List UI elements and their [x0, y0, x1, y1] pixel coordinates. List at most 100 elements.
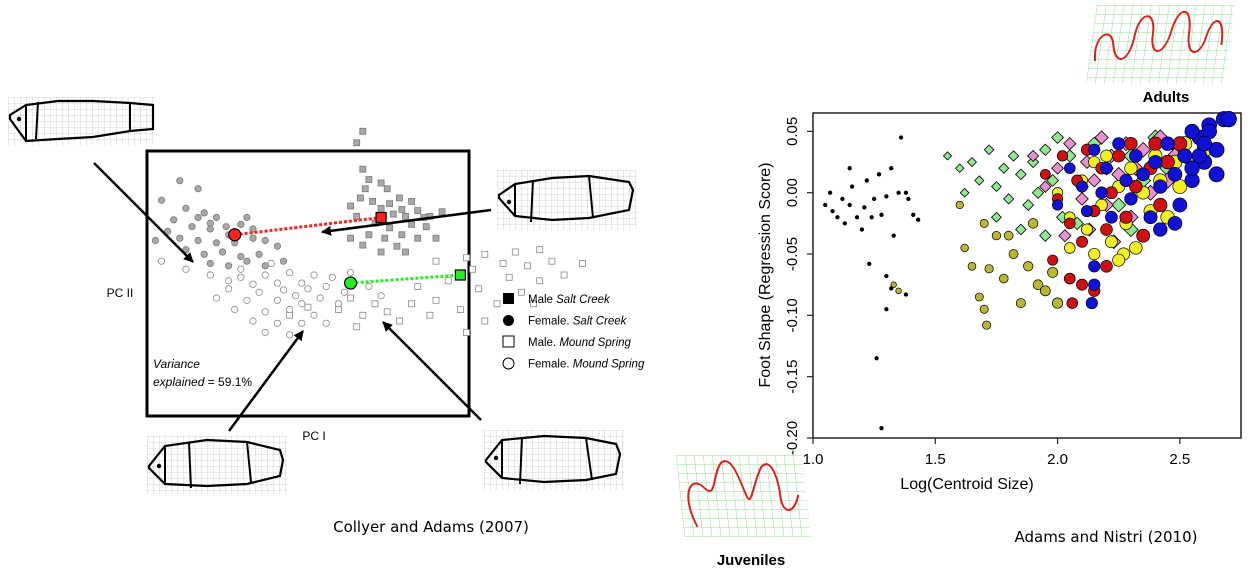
foot-point: [1088, 247, 1101, 261]
pca-point: [386, 200, 394, 208]
pca-point: [273, 296, 281, 304]
pca-point: [243, 213, 251, 222]
foot-point: [979, 304, 989, 314]
foot-point: [1184, 160, 1200, 176]
pca-point: [463, 329, 470, 336]
variance-label: Variance: [153, 357, 200, 371]
pca-point: [188, 223, 196, 231]
pca-point: [334, 306, 342, 313]
pca-point: [225, 277, 233, 285]
pca-point: [463, 254, 470, 262]
foot-point: [1153, 197, 1168, 213]
pca-point: [356, 194, 364, 202]
pca-point: [377, 179, 385, 187]
variance-text-word: explained: [153, 375, 205, 389]
foot-point: [906, 196, 911, 201]
foot-point: [1136, 167, 1150, 182]
legend-label-prefix: Female.: [528, 316, 573, 328]
foot-point: [1015, 168, 1027, 181]
pca-point: [206, 259, 214, 268]
pca-point: [511, 248, 519, 256]
pca-point: [237, 253, 245, 261]
pca-point: [225, 262, 233, 270]
foot-point: [967, 262, 977, 271]
legend-label: Male Salt Creek: [528, 294, 611, 306]
pca-point: [408, 300, 416, 308]
foot-point: [827, 190, 833, 195]
foot-point: [874, 356, 879, 361]
pca-point: [340, 288, 349, 296]
foot-point: [974, 292, 984, 302]
pca-point: [469, 265, 477, 273]
mound-spring-connector: [350, 273, 461, 285]
grid-warp-icon: [147, 436, 287, 494]
pca-point: [157, 196, 166, 204]
pca-point: [176, 177, 184, 185]
foot-point: [889, 166, 894, 171]
foot-point: [854, 215, 860, 220]
foot-point: [859, 227, 865, 232]
y-tick-label: -0.05: [784, 237, 801, 271]
pca-point: [353, 139, 361, 147]
foot-point: [1196, 135, 1213, 152]
pca-point: [157, 257, 166, 265]
foot-point: [942, 151, 953, 161]
pca-point: [261, 262, 269, 270]
foot-point: [955, 200, 964, 210]
legend-label: Female. Mound Spring: [528, 359, 645, 371]
pca-point: [261, 328, 269, 337]
pca-point: [381, 234, 389, 242]
foot-point: [959, 187, 970, 198]
foot-point: [1051, 161, 1065, 175]
foot-point: [830, 208, 835, 214]
pca-point: [328, 273, 336, 281]
juveniles-label: Juveniles: [717, 552, 785, 569]
pca-point: [182, 204, 190, 212]
foot-point: [1095, 186, 1108, 199]
pca-point: [249, 225, 257, 233]
pca-point: [237, 265, 245, 273]
pca-point: [393, 242, 401, 250]
foot-point: [1008, 249, 1019, 259]
pca-point: [560, 271, 568, 279]
pca-point: [359, 165, 367, 173]
foot-point: [1184, 123, 1200, 139]
foot-point: [1047, 266, 1059, 278]
foot-point: [1080, 205, 1093, 218]
foot-point: [823, 202, 828, 208]
pca-point: [285, 269, 294, 277]
adults-label: Adults: [1143, 89, 1190, 106]
foot-point: [1076, 235, 1088, 248]
pca-point: [481, 250, 489, 258]
foot-points: [823, 111, 1237, 431]
pca-point: [383, 185, 391, 193]
left-caption: Collyer and Adams (2007): [333, 518, 529, 536]
foot-point: [1015, 223, 1027, 236]
foot-point: [1129, 241, 1143, 255]
foot-point: [1027, 218, 1039, 229]
x-tick-label: 1.0: [803, 451, 824, 468]
arrow-icon: [321, 208, 492, 236]
foot-point: [1094, 130, 1109, 145]
foot-point: [903, 190, 909, 195]
pca-point: [408, 197, 416, 205]
pca-point: [200, 250, 208, 258]
foot-point: [1058, 229, 1072, 243]
foot-point: [1124, 192, 1138, 206]
pca-point: [255, 288, 263, 296]
foot-point: [1100, 260, 1113, 273]
y-tick-label: -0.20: [784, 421, 801, 455]
legend-marker: [503, 315, 514, 326]
foot-point: [840, 196, 845, 201]
pca-point: [285, 305, 294, 314]
legend-item: Female. Mound Spring: [502, 357, 645, 371]
foot-point: [1112, 149, 1126, 163]
pca-point: [218, 248, 227, 256]
pca-point: [334, 300, 342, 308]
foot-point: [1052, 199, 1064, 211]
foot-point: [1208, 166, 1225, 183]
pca-point: [212, 294, 220, 302]
pca-point: [273, 279, 281, 287]
legend-marker: [502, 357, 515, 370]
foot-point: [898, 135, 904, 140]
